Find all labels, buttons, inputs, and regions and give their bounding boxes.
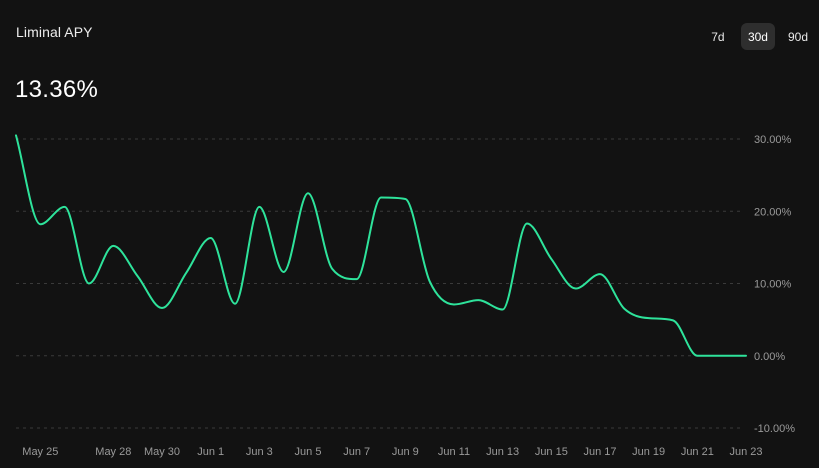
range-tab-90d[interactable]: 90d	[787, 29, 808, 44]
x-tick-label: Jun 13	[486, 446, 519, 458]
grid-lines	[16, 138, 744, 429]
x-tick-label: Jun 21	[681, 446, 714, 458]
apy-series-line	[15, 134, 747, 357]
x-tick-label: Jun 3	[246, 446, 273, 458]
y-tick-label: 10.00%	[754, 279, 792, 291]
x-axis-ticks: May 25 May 28 May 30 Jun 1 Jun 3 Jun 5 Jun 7 Ju…	[22, 446, 762, 458]
y-tick-label: 0.00%	[754, 351, 785, 363]
y-axis-ticks: 30.00% 20.00% 10.00% 0.00% -10.00%	[754, 134, 795, 435]
x-tick-label: Jun 1	[197, 446, 224, 458]
range-tab-7d[interactable]: 7d	[711, 29, 725, 44]
x-tick-label: Jun 19	[632, 446, 665, 458]
chart-title: Liminal APY	[16, 24, 93, 40]
x-tick-label: Jun 11	[438, 446, 470, 458]
x-tick-label: May 25	[22, 446, 58, 458]
x-tick-label: Jun 23	[729, 446, 762, 458]
y-tick-label: 30.00%	[754, 134, 792, 146]
x-tick-label: Jun 5	[295, 446, 322, 458]
time-range-selector: 7d 30d 90d	[701, 23, 815, 50]
y-tick-label: 20.00%	[754, 206, 792, 218]
x-tick-label: May 28	[95, 446, 131, 458]
x-tick-label: Jun 15	[535, 446, 568, 458]
series-layer	[15, 134, 747, 357]
range-tab-30d[interactable]: 30d	[740, 23, 775, 50]
x-tick-label: Jun 17	[583, 446, 616, 458]
current-apy-value: 13.36%	[15, 76, 99, 103]
y-tick-label: -10.00%	[754, 423, 795, 435]
x-tick-label: Jun 9	[392, 446, 419, 458]
x-tick-label: May 30	[144, 446, 180, 458]
x-tick-label: Jun 7	[343, 446, 370, 458]
